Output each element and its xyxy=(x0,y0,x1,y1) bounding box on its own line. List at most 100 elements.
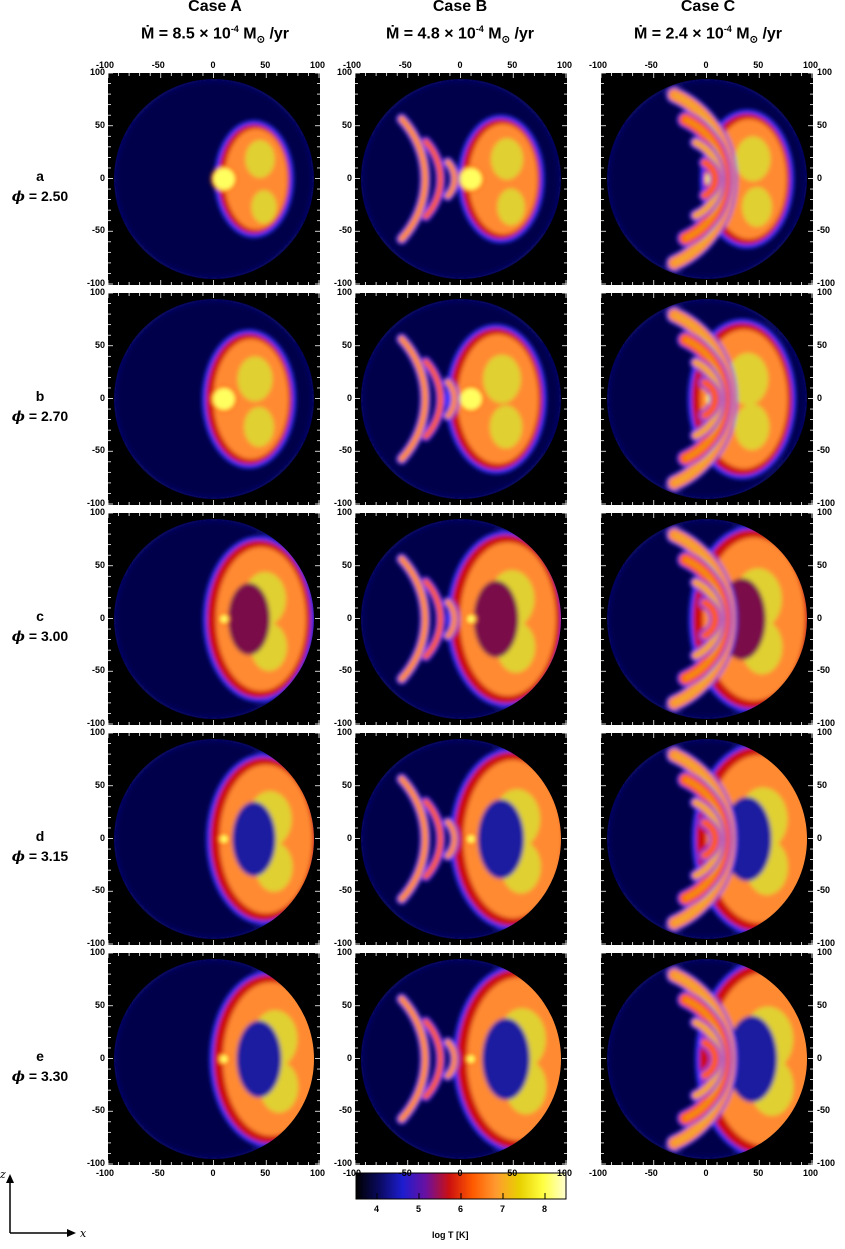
y-tick-label: 100 xyxy=(89,727,105,737)
heatmap-panel xyxy=(108,733,320,945)
y-tick-label: 50 xyxy=(94,999,105,1010)
x-tick-label-top: 50 xyxy=(753,60,764,70)
y-tick-label: 50 xyxy=(341,119,352,130)
column-title-case-a: Case A Ṁ = 8.5 × 10-4 M⊙ /yr xyxy=(105,0,325,50)
x-tick-label-bottom: 50 xyxy=(753,1168,764,1178)
x-tick-label-bottom: -50 xyxy=(644,1168,658,1178)
y-tick-label: 0 xyxy=(99,392,105,403)
y-tick-label: 50 xyxy=(94,119,105,130)
case-c-label: Case C xyxy=(680,0,736,15)
case-a-label: Case A xyxy=(188,0,242,15)
y-tick-label: -100 xyxy=(86,938,105,948)
y-tick-label: 50 xyxy=(817,559,828,570)
panel-frame xyxy=(601,513,813,725)
y-tick-label: 50 xyxy=(817,999,828,1010)
y-tick-label: 50 xyxy=(341,559,352,570)
z-axis-arrowhead xyxy=(6,1174,14,1183)
x-tick-label-bottom: 0 xyxy=(210,1168,216,1178)
y-tick-label: -100 xyxy=(817,938,836,948)
colorbar-tick-label: 8 xyxy=(542,1204,548,1214)
y-tick-label: 100 xyxy=(817,727,833,737)
colorbar: 4 5 6 7 8 xyxy=(355,1172,567,1214)
y-tick-label: 0 xyxy=(817,832,823,843)
y-tick-label: -50 xyxy=(817,225,831,236)
panel-frame xyxy=(601,953,813,1165)
y-tick-label: -50 xyxy=(817,445,831,456)
heatmap-panel xyxy=(601,953,813,1165)
panel-frame xyxy=(108,733,320,945)
y-tick-label: -50 xyxy=(91,445,105,456)
y-tick-label: -100 xyxy=(333,1158,352,1168)
temperature-map xyxy=(108,73,320,285)
panel-frame xyxy=(108,73,320,285)
y-tick-label: 100 xyxy=(336,287,352,297)
x-tick-label-bottom: -100 xyxy=(96,1168,115,1178)
panel-frame xyxy=(108,513,320,725)
panel-frame xyxy=(355,73,567,285)
y-tick-label: 0 xyxy=(817,1052,823,1063)
heatmap-panel xyxy=(601,733,813,945)
x-tick-label-top: 100 xyxy=(803,60,819,70)
y-tick-label: 0 xyxy=(99,1052,105,1063)
temperature-map xyxy=(601,293,813,505)
y-tick-label: -100 xyxy=(86,1158,105,1168)
colorbar-label: log T [K] xyxy=(432,1230,469,1240)
y-tick-label: 100 xyxy=(817,287,833,297)
x-tick-label-top: -50 xyxy=(398,60,412,70)
heatmap-panel xyxy=(355,293,567,505)
y-tick-label: 100 xyxy=(89,67,105,77)
y-tick-label: 100 xyxy=(817,507,833,517)
y-tick-label: -100 xyxy=(817,498,836,508)
y-tick-label: -100 xyxy=(333,498,352,508)
y-tick-label: -100 xyxy=(86,498,105,508)
panel-frame xyxy=(355,293,567,505)
case-c-mdot: Ṁ = 2.4 × 10-4 M⊙ /yr xyxy=(633,24,783,46)
y-tick-label: -100 xyxy=(333,718,352,728)
y-tick-label: 100 xyxy=(336,727,352,737)
temperature-map xyxy=(601,953,813,1165)
colorbar-tick-label: 5 xyxy=(416,1204,422,1214)
heatmap-panel xyxy=(355,73,567,285)
colorbar-tick-label: 4 xyxy=(374,1204,380,1214)
heatmap-panel xyxy=(108,73,320,285)
x-axis-arrowhead xyxy=(67,1229,76,1237)
y-tick-label: 50 xyxy=(341,339,352,350)
temperature-map xyxy=(355,733,567,945)
y-tick-label: 100 xyxy=(336,67,352,77)
x-tick-label-top: -50 xyxy=(151,60,165,70)
y-tick-label: 0 xyxy=(346,612,352,623)
y-tick-label: 50 xyxy=(817,119,828,130)
temperature-map xyxy=(355,513,567,725)
x-tick-label-top: 100 xyxy=(310,60,326,70)
y-tick-label: 100 xyxy=(336,507,352,517)
panel-frame xyxy=(601,733,813,945)
case-b-label: Case B xyxy=(432,0,488,15)
x-tick-label-bottom: 50 xyxy=(260,1168,271,1178)
heatmap-panel xyxy=(601,513,813,725)
y-tick-label: -50 xyxy=(91,1105,105,1116)
y-tick-label: -50 xyxy=(338,1105,352,1116)
temperature-map xyxy=(601,73,813,285)
y-tick-label: -50 xyxy=(817,885,831,896)
colorbar-tick-label: 7 xyxy=(500,1204,506,1214)
y-tick-label: 0 xyxy=(99,172,105,183)
temperature-map xyxy=(355,953,567,1165)
heatmap-panel xyxy=(108,953,320,1165)
y-tick-label: -50 xyxy=(91,225,105,236)
y-tick-label: 50 xyxy=(94,559,105,570)
y-tick-label: -100 xyxy=(86,278,105,288)
x-tick-label-top: 0 xyxy=(703,60,709,70)
heatmap-panel xyxy=(108,293,320,505)
y-tick-label: 50 xyxy=(94,779,105,790)
panel-frame xyxy=(355,513,567,725)
temperature-map xyxy=(108,733,320,945)
heatmap-panel xyxy=(601,73,813,285)
y-tick-label: 0 xyxy=(817,392,823,403)
x-tick-label-bottom: -100 xyxy=(343,1168,362,1178)
y-tick-label: -50 xyxy=(817,1105,831,1116)
heatmap-panel xyxy=(601,293,813,505)
